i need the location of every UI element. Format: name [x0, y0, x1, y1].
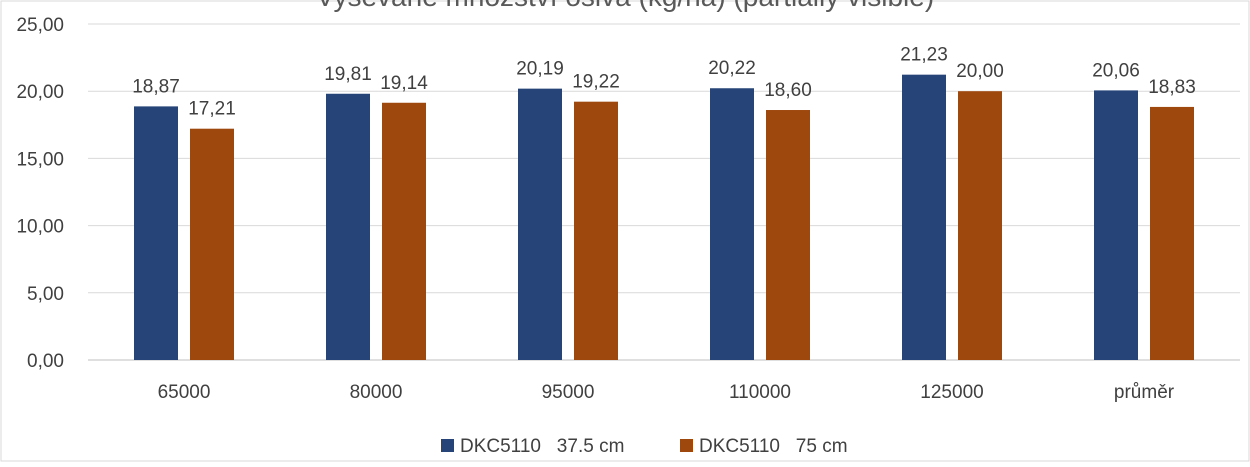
data-label: 20,06 [1092, 60, 1140, 81]
bar-125000-series-1 [902, 74, 946, 361]
x-tick-label: průměr [1114, 382, 1175, 403]
data-label: 19,81 [324, 64, 372, 85]
data-label: 21,23 [900, 45, 948, 66]
y-tick-label: 20,00 [16, 82, 64, 103]
data-label: 20,00 [956, 61, 1004, 82]
data-label: 18,83 [1148, 77, 1196, 98]
bar-95000-series-1 [518, 88, 562, 361]
data-label: 18,87 [132, 76, 180, 97]
legend-swatch [441, 439, 454, 452]
y-axis-tick-labels: 0,00 5,00 10,00 15,00 20,00 25,00 [16, 15, 64, 372]
y-tick-label: 5,00 [27, 284, 64, 305]
bar-průměr-series-1 [1094, 90, 1138, 360]
legend-label: DKC5110 37.5 cm [460, 436, 624, 457]
bar-110000-series-1 [710, 88, 754, 361]
x-tick-label: 95000 [542, 382, 595, 403]
data-label: 18,60 [764, 80, 812, 101]
legend-swatch [680, 439, 693, 452]
bars [134, 74, 1194, 361]
chart-title: Vysévané množství osiva (kg/ha) (partial… [316, 0, 934, 12]
data-labels: 18,87 17,21 19,81 19,14 20,19 19,22 20,22 18,60… [132, 45, 1196, 120]
y-tick-label: 25,00 [16, 15, 64, 36]
x-tick-label: 125000 [920, 382, 983, 403]
y-tick-label: 10,00 [16, 217, 64, 238]
x-tick-label: 80000 [350, 382, 403, 403]
bar-80000-series-1 [326, 93, 370, 360]
bar-125000-series-2 [958, 91, 1002, 360]
data-label: 20,19 [516, 59, 564, 80]
bar-110000-series-2 [766, 110, 810, 361]
x-axis-tick-labels: 65000 80000 95000 110000 125000 průměr [158, 382, 1175, 403]
legend-label: DKC5110 75 cm [699, 436, 848, 457]
bar-65000-series-2 [190, 128, 234, 360]
data-label: 20,22 [708, 58, 756, 79]
data-label: 19,14 [380, 73, 428, 94]
x-tick-label: 110000 [729, 382, 791, 403]
legend: DKC5110 37.5 cm DKC5110 75 cm [441, 436, 848, 457]
data-label: 17,21 [188, 99, 236, 120]
bar-65000-series-1 [134, 106, 178, 360]
y-tick-label: 15,00 [16, 149, 64, 170]
bar-průměr-series-2 [1150, 106, 1194, 360]
data-label: 19,22 [572, 72, 620, 93]
gridlines [88, 23, 1240, 361]
x-tick-label: 65000 [158, 382, 211, 403]
y-tick-label: 0,00 [27, 351, 64, 372]
bar-95000-series-2 [574, 101, 618, 360]
bar-80000-series-2 [382, 102, 426, 361]
